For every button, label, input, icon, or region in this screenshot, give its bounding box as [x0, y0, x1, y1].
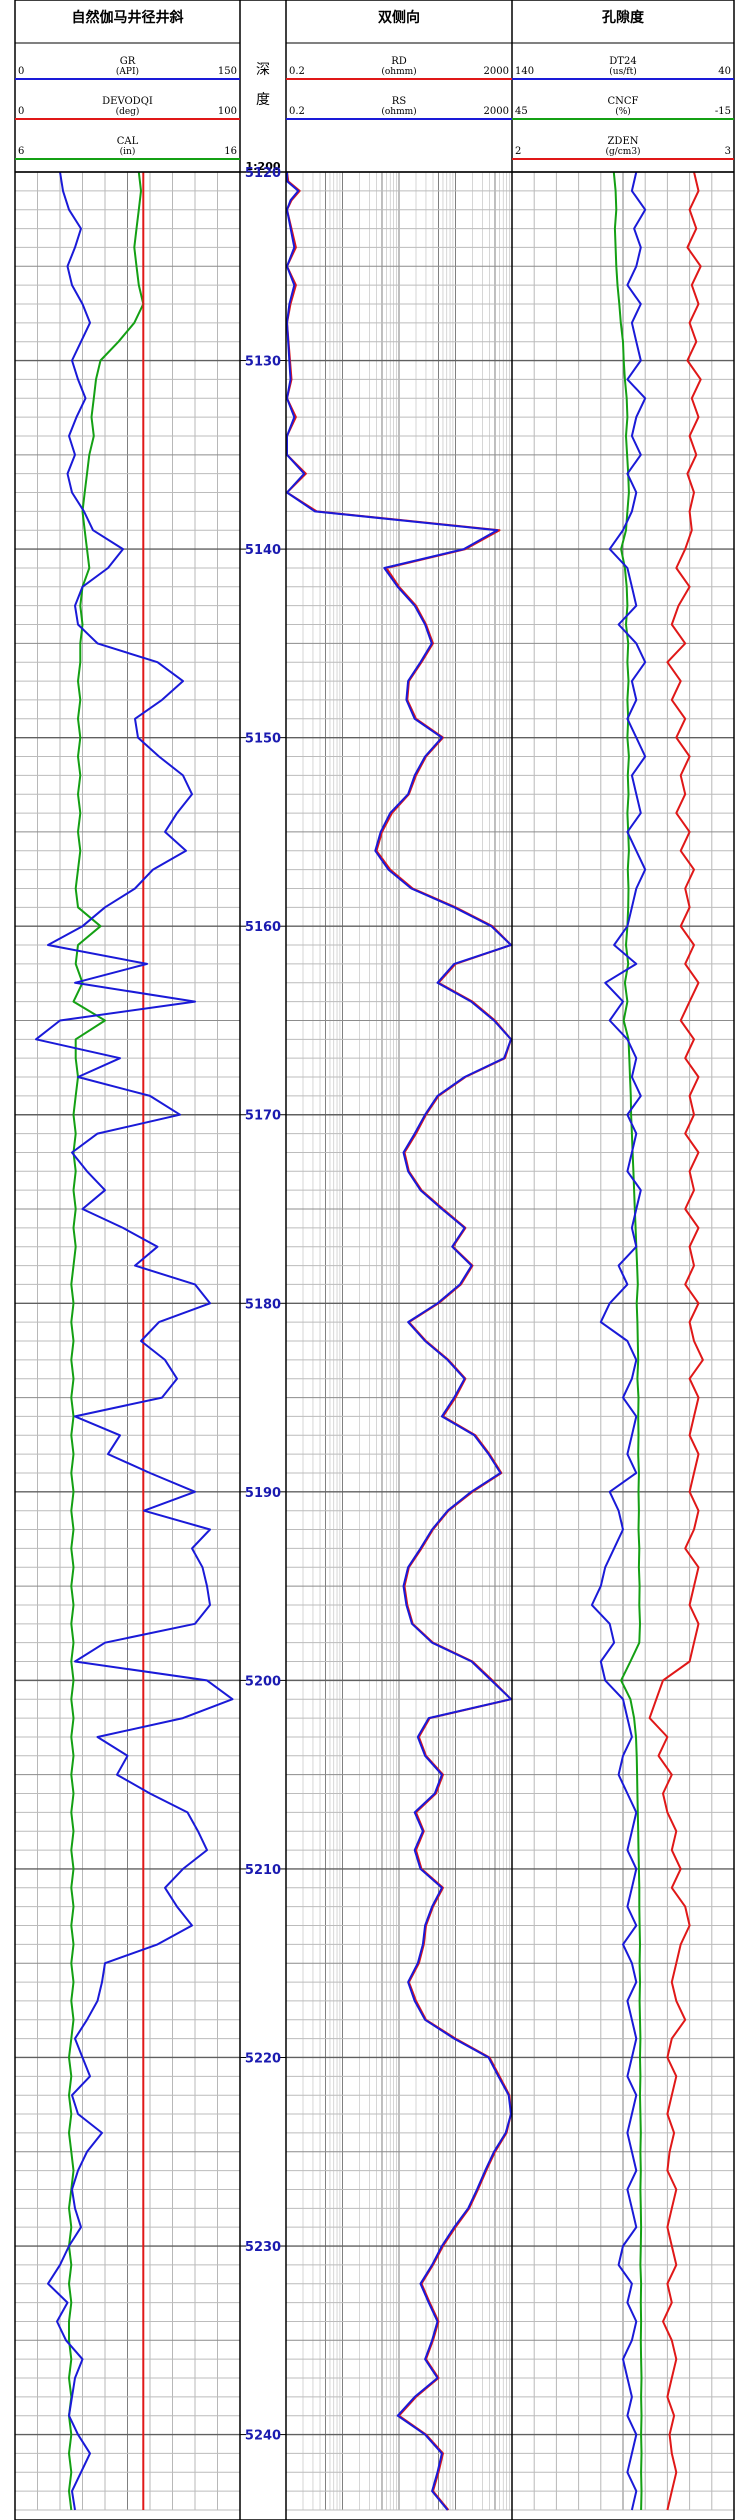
curve-legend-name: RS: [392, 96, 407, 107]
curve-legend-unit: (g/cm3): [605, 146, 640, 157]
track-title: 孔隙度: [602, 9, 645, 26]
curve-legend-unit: (in): [120, 146, 136, 157]
curve-legend-unit: (deg): [116, 106, 140, 117]
depth-label: 5140: [245, 543, 281, 558]
depth-label: 5150: [245, 732, 281, 747]
frame-layer: [14, 0, 735, 2520]
depth-label: 5210: [245, 1863, 281, 1878]
depth-label: 5220: [245, 2051, 281, 2066]
curve-legend-max: 40: [718, 66, 731, 77]
curve-zden: [648, 171, 704, 2511]
curve-legend-name: DEVODQI: [102, 96, 153, 107]
depth-title-char: 深: [256, 62, 270, 78]
curve-legend-unit: (ohmm): [381, 66, 416, 77]
curve-legend-name: CNCF: [608, 96, 639, 107]
curve-legend-max: 2000: [484, 106, 509, 117]
curve-legend-min: 6: [18, 146, 24, 157]
depth-label: 5170: [245, 1109, 281, 1124]
curve-legend-max: 3: [725, 146, 731, 157]
depth-label: 5240: [245, 2429, 281, 2444]
curve-legend-unit: (%): [615, 106, 631, 117]
curve-legend-max: 150: [218, 66, 237, 77]
curve-dt24: [590, 171, 647, 2511]
curve-legend-min: 2: [515, 146, 521, 157]
curve-legend-min: 0.2: [289, 106, 305, 117]
header-layer: 自然伽马井径井斜 GR(API) 0 150 DEVODQI(deg) 0 100 CAL(i…: [15, 9, 734, 160]
curve-legend-name: DT24: [609, 56, 636, 67]
track-title: 自然伽马井径井斜: [72, 9, 184, 26]
depth-label: 5180: [245, 1297, 281, 1312]
curve-legend-min: 0.2: [289, 66, 305, 77]
track-title: 双侧向: [378, 9, 420, 26]
depth-scale-label: 1:200: [245, 160, 280, 173]
curve-legend-max: 2000: [484, 66, 509, 77]
curve-legend-unit: (API): [116, 66, 139, 77]
curve-rs: [286, 171, 512, 2511]
curve-legend-min: 140: [515, 66, 534, 77]
curve-legend-min: 0: [18, 66, 24, 77]
curve-gr: [35, 171, 234, 2511]
curve-legend-name: GR: [120, 56, 136, 67]
grid-layer: [15, 171, 734, 2511]
depth-label: 5130: [245, 355, 281, 370]
depth-label: 5190: [245, 1486, 281, 1501]
curve-legend-max: 16: [224, 146, 237, 157]
curve-legend-name: ZDEN: [607, 136, 638, 147]
depth-label: 5200: [245, 1674, 281, 1689]
curve-cncf: [612, 171, 643, 2511]
depth-label: 5120: [245, 166, 281, 181]
curve-legend-name: CAL: [117, 136, 139, 147]
depth-title-char: 度: [256, 92, 270, 108]
curve-legend-unit: (ohmm): [381, 106, 416, 117]
curve-layer: [35, 171, 704, 2511]
depth-label: 5160: [245, 920, 281, 935]
curve-legend-min: 0: [18, 106, 24, 117]
depth-label: 5230: [245, 2240, 281, 2255]
outer-frame: [14, 0, 735, 2520]
curve-legend-max: 100: [218, 106, 237, 117]
curve-cal: [68, 171, 145, 2511]
curve-legend-min: 45: [515, 106, 528, 117]
curve-legend-name: RD: [391, 56, 407, 67]
curve-legend-max: -15: [715, 106, 731, 117]
curve-legend-unit: (us/ft): [609, 66, 636, 77]
